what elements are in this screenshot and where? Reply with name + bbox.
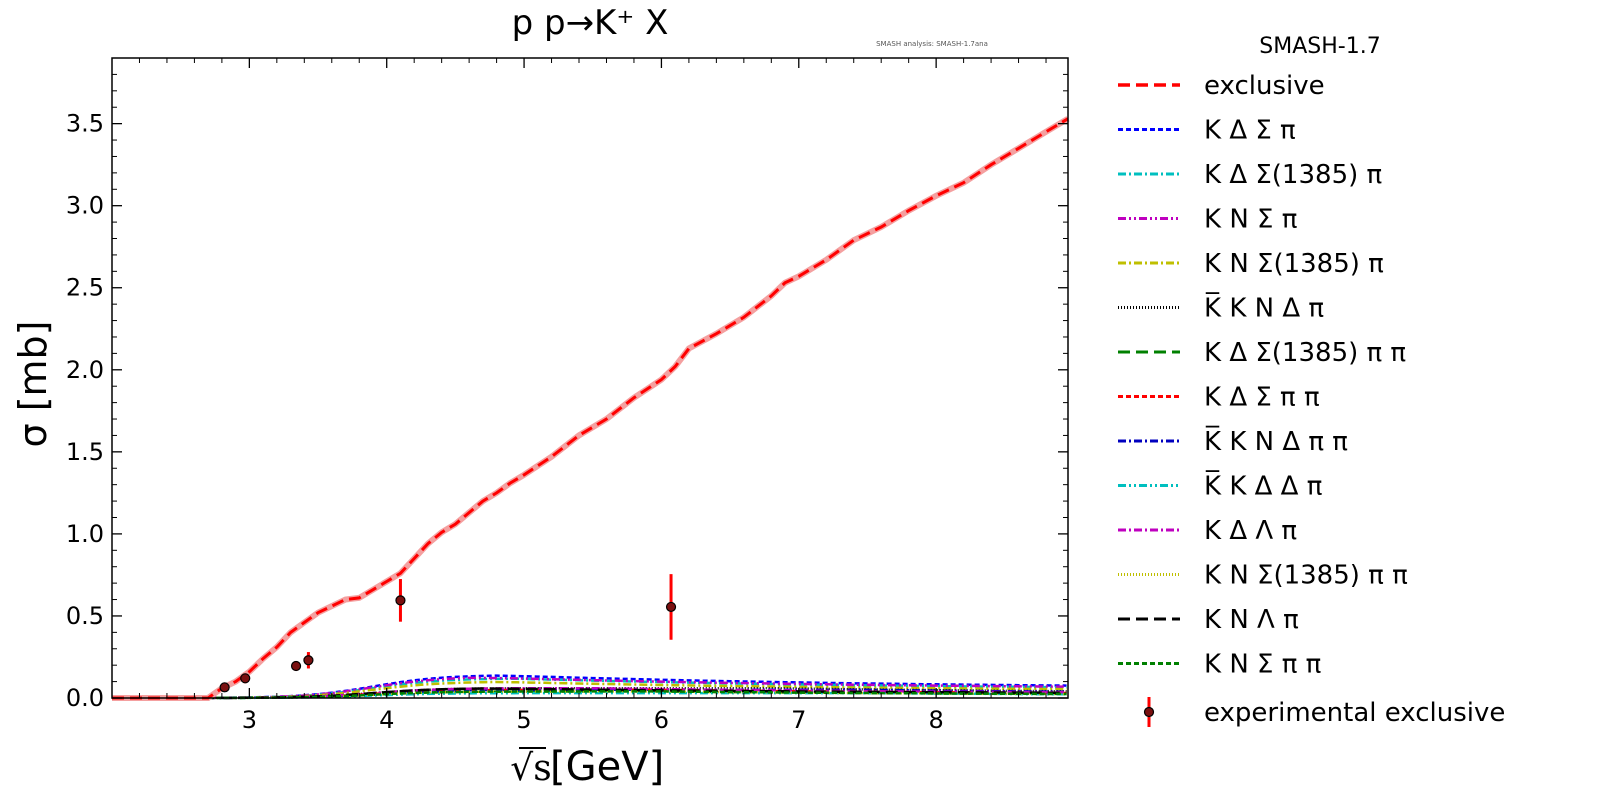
y-tick-label: 0.0 <box>66 684 104 712</box>
y-tick-label: 2.5 <box>66 274 104 302</box>
x-tick-label: 6 <box>654 706 669 734</box>
y-axis-label: σ [mb] <box>11 321 55 448</box>
exp-point-6 <box>665 601 677 613</box>
exp-point-1 <box>219 682 230 693</box>
exp-point-3 <box>290 660 302 672</box>
exp-point-4 <box>303 655 314 666</box>
legend-label-4: K N Σ π <box>1204 205 1297 235</box>
plot-frame <box>111 57 1069 699</box>
x-tick-label: 3 <box>242 706 257 734</box>
legend-label-12: K N Σ(1385) π π <box>1204 561 1408 591</box>
legend-label-13: K N Λ π <box>1204 605 1299 635</box>
legend-label-7: K Δ Σ(1385) π π <box>1204 338 1406 368</box>
channel-line-1 <box>112 674 1067 700</box>
legend-label-3: K Δ Σ(1385) π <box>1204 160 1382 190</box>
x-tick-label: 5 <box>516 706 531 734</box>
chart-title: p p→K⁺ X <box>512 3 669 43</box>
plot-area <box>112 58 1068 698</box>
legend-title: SMASH-1.7 <box>1259 34 1380 59</box>
x-tick-label: 4 <box>379 706 394 734</box>
legend-label-2: K Δ Σ π <box>1204 116 1296 146</box>
channel-line-4 <box>112 680 1067 700</box>
analysis-annotation: SMASH analysis: SMASH-1.7ana <box>876 40 988 48</box>
legend-label-11: K Δ Λ π <box>1204 516 1297 546</box>
y-tick-label: 3.0 <box>66 192 104 220</box>
legend-label-6: K̅ K N Δ π <box>1204 292 1324 324</box>
experimental-points <box>219 574 677 693</box>
channel-line-2 <box>112 677 1067 700</box>
plot-background <box>112 58 1068 698</box>
exp-point-2 <box>240 673 251 684</box>
legend-label-5: K N Σ(1385) π <box>1204 249 1384 279</box>
exp-point-5 <box>395 595 406 606</box>
legend-label-8: K Δ Σ π π <box>1204 383 1320 413</box>
legend-label-14: K N Σ π π <box>1204 650 1321 680</box>
x-axis-label-root: √s <box>510 748 551 789</box>
legend-label-1: exclusive <box>1204 71 1325 101</box>
y-tick-label: 1.0 <box>66 520 104 548</box>
legend: exclusive K Δ Σ π K Δ Σ(1385) π K N Σ π K N … <box>1118 71 1505 728</box>
legend-label-experimental: experimental exclusive <box>1204 698 1505 728</box>
y-tick-label: 1.5 <box>66 438 104 466</box>
exclusive-line <box>112 117 1069 700</box>
legend-exp-marker <box>1143 706 1155 718</box>
y-tick-label: 2.0 <box>66 356 104 384</box>
exclusive-line-group <box>112 116 1070 701</box>
x-tick-label: 7 <box>791 706 806 734</box>
legend-label-10: K̅ K Δ Δ π <box>1204 470 1322 502</box>
axes: 3 4 5 6 7 8 0.0 0.5 1.0 1.5 2.0 2.5 3.0 3.5 <box>66 57 1069 749</box>
legend-label-9: K̅ K N Δ π π <box>1204 425 1348 457</box>
x-axis-label-unit: [GeV] <box>550 744 664 790</box>
y-tick-label: 0.5 <box>66 602 104 630</box>
y-tick-label: 3.5 <box>66 110 104 138</box>
channel-line-13 <box>112 690 1067 700</box>
x-tick-label: 8 <box>928 706 943 734</box>
